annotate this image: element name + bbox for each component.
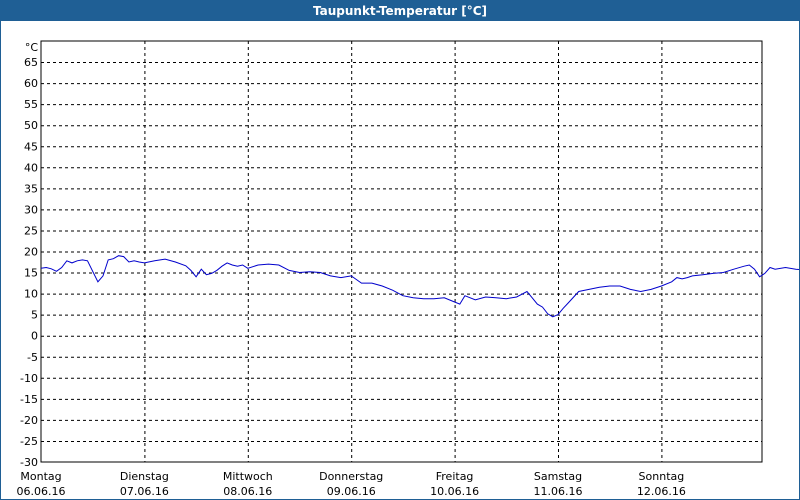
x-tick-day-label: Montag xyxy=(20,470,61,483)
y-tick-label: 45 xyxy=(24,140,38,153)
x-tick-day-label: Samstag xyxy=(534,470,582,483)
grid-layer xyxy=(41,41,762,462)
plot-frame xyxy=(40,40,763,463)
x-tick-date-label: 08.06.16 xyxy=(223,485,272,498)
y-tick-label: -20 xyxy=(20,414,38,427)
x-tick-day-label: Freitag xyxy=(436,470,474,483)
x-tick-date-label: 12.06.16 xyxy=(637,485,686,498)
x-tick-date-label: 09.06.16 xyxy=(327,485,376,498)
y-tick-label: 35 xyxy=(24,182,38,195)
x-tick-day-label: Mittwoch xyxy=(223,470,273,483)
x-tick-date-label: 10.06.16 xyxy=(430,485,479,498)
dewpoint-series-line xyxy=(40,255,799,318)
y-tick-label: -25 xyxy=(20,435,38,448)
x-tick-date-label: 06.06.16 xyxy=(17,485,66,498)
y-tick-label: -10 xyxy=(20,372,38,385)
y-tick-label: 65 xyxy=(24,56,38,69)
y-tick-label: 50 xyxy=(24,119,38,132)
y-tick-label: -5 xyxy=(27,351,38,364)
y-tick-labels: 65605550454035302520151050-5-10-15-20-25… xyxy=(20,56,38,469)
y-axis-unit-label: °C xyxy=(25,41,39,54)
x-tick-day-label: Donnerstag xyxy=(319,470,383,483)
y-tick-label: 0 xyxy=(31,330,38,343)
y-tick-label: 55 xyxy=(24,98,38,111)
y-tick-label: 60 xyxy=(24,77,38,90)
y-tick-label: 40 xyxy=(24,161,38,174)
x-tick-labels: Montag 06.06.16 Dienstag 07.06.16 Mittwoch 08… xyxy=(17,470,686,498)
y-tick-label: 15 xyxy=(24,267,38,280)
y-tick-label: 25 xyxy=(24,224,38,237)
x-tick-date-label: 07.06.16 xyxy=(120,485,169,498)
y-tick-label: 5 xyxy=(31,309,38,322)
x-tick-day-label: Sonntag xyxy=(639,470,685,483)
y-tick-label: -30 xyxy=(20,456,38,469)
x-tick-day-label: Dienstag xyxy=(120,470,169,483)
y-tick-label: 20 xyxy=(24,246,38,259)
x-tick-date-label: 11.06.16 xyxy=(534,485,583,498)
y-tick-label: 30 xyxy=(24,203,38,216)
y-tick-label: 10 xyxy=(24,288,38,301)
window-title: Taupunkt-Temperatur [°C] xyxy=(1,1,799,21)
y-tick-label: -15 xyxy=(20,393,38,406)
